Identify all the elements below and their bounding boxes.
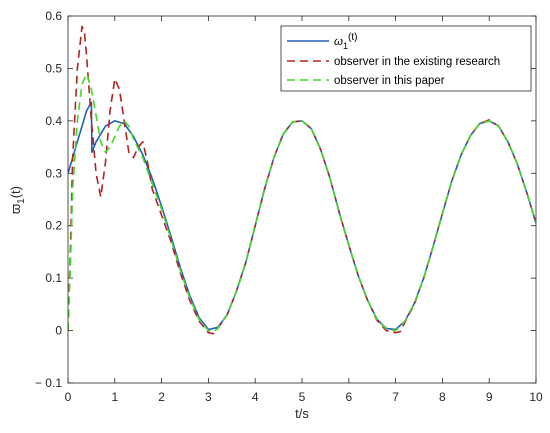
- y-tick-label: − 0.1: [35, 376, 62, 390]
- x-tick-label: 7: [392, 390, 399, 404]
- legend: ω1(t) observer in the existing research …: [280, 25, 532, 92]
- x-axis-label: t/s: [295, 406, 309, 421]
- x-tick-label: 8: [439, 390, 446, 404]
- series-this-paper-line: [68, 72, 536, 333]
- legend-box: [280, 25, 532, 92]
- y-tick-label: 0.4: [45, 114, 62, 128]
- x-tick-label: 3: [205, 390, 212, 404]
- x-tick-label: 5: [299, 390, 306, 404]
- y-tick-label: 0.1: [45, 271, 62, 285]
- ticks-layer: 0 1 2 3 4 5 6 7 8 9 10− 0.100.10.20.30.40.50.6: [35, 9, 543, 404]
- legend-label-omega: ω1(t): [334, 32, 357, 51]
- y-tick-label: 0: [55, 324, 62, 338]
- x-tick-label: 4: [252, 390, 259, 404]
- plot-frame: [67, 15, 537, 384]
- x-tick-label: 6: [345, 390, 352, 404]
- x-tick-label: 1: [111, 390, 118, 404]
- x-tick-label: 9: [486, 390, 493, 404]
- y-tick-label: 0.2: [45, 219, 62, 233]
- series-layer: [68, 25, 536, 335]
- x-tick-label: 0: [65, 390, 72, 404]
- x-tick-label: 2: [158, 390, 165, 404]
- legend-label-this-paper: observer in this paper: [334, 75, 445, 87]
- y-axis-label: ϖ1(t): [8, 186, 27, 214]
- y-tick-label: 0.6: [45, 9, 62, 23]
- x-tick-label: 10: [529, 390, 543, 404]
- y-tick-label: 0.3: [45, 166, 62, 180]
- y-tick-label: 0.5: [45, 61, 62, 75]
- legend-label-existing: observer in the existing research: [334, 56, 500, 68]
